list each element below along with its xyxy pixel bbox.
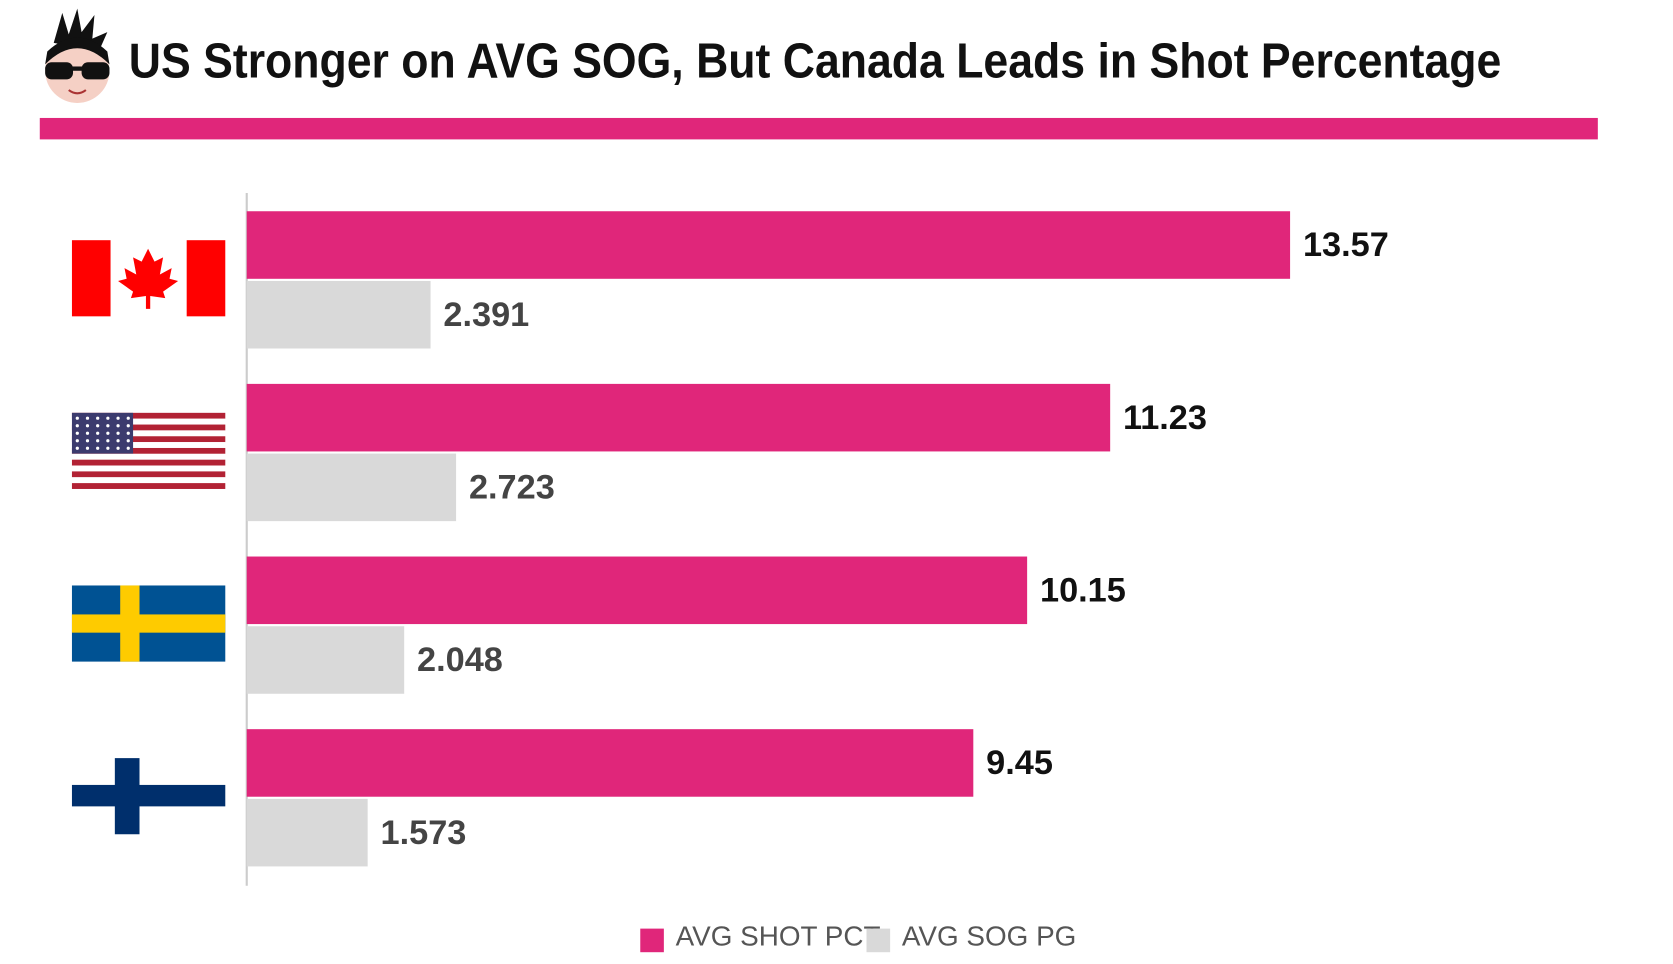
flag-part	[96, 439, 100, 443]
flag-part	[85, 439, 90, 443]
flag-part	[126, 424, 130, 428]
flag-part	[116, 439, 120, 443]
bar	[246, 453, 457, 522]
flag-part	[126, 431, 130, 435]
bar	[246, 280, 431, 349]
avatar-icon	[45, 8, 110, 103]
value-label: 11.23	[1123, 399, 1207, 437]
flag-part	[75, 431, 79, 435]
flag-icon	[71, 585, 226, 662]
title-rule	[39, 117, 1598, 140]
flag-part	[71, 784, 226, 807]
flag-part	[71, 614, 226, 633]
flag-part	[106, 439, 110, 443]
flag-icon	[71, 240, 226, 317]
flag-part	[71, 412, 226, 419]
legend-label: AVG SOG PG	[902, 921, 1076, 952]
flag-part	[71, 459, 226, 466]
legend-label: AVG SHOT PCT	[676, 921, 881, 952]
flag-part	[71, 453, 226, 460]
flag-part	[118, 248, 179, 309]
value-label: 9.45	[986, 744, 1053, 782]
flag-part	[96, 446, 100, 450]
flag-part	[71, 424, 226, 431]
bar	[246, 211, 1291, 279]
bar	[246, 556, 1028, 625]
flag-part	[71, 447, 226, 454]
flag-part	[106, 424, 110, 428]
flag-part	[106, 431, 110, 435]
bar	[246, 798, 368, 867]
value-label: 2.723	[469, 469, 555, 507]
flag-part	[106, 416, 110, 420]
flag-part	[75, 439, 79, 443]
chart-title: US Stronger on AVG SOG, But Canada Leads…	[129, 33, 1502, 88]
value-label: 13.57	[1303, 226, 1389, 264]
flag-part	[75, 416, 79, 420]
flag-part	[71, 430, 226, 437]
flag-part	[116, 446, 120, 450]
flag-part	[126, 416, 130, 420]
flag-part	[85, 416, 90, 420]
value-label: 10.15	[1040, 572, 1126, 610]
flag-part	[71, 442, 226, 448]
bar	[246, 729, 974, 797]
flag-icon	[71, 758, 226, 835]
flag-part	[75, 424, 79, 428]
flag-part	[71, 477, 226, 484]
flag-part	[116, 431, 120, 435]
bar	[246, 626, 405, 694]
flag-part	[71, 240, 111, 317]
flag-part	[116, 416, 120, 420]
flag-part	[71, 471, 226, 478]
flag-part	[126, 439, 130, 443]
flag-part	[71, 418, 226, 425]
flag-part	[71, 436, 226, 443]
flag-part	[96, 416, 100, 420]
value-label: 2.048	[417, 641, 503, 679]
flag-part	[85, 431, 90, 435]
flag-part	[71, 465, 226, 472]
flag-part	[75, 446, 79, 450]
flag-part	[126, 446, 130, 450]
flag-icon	[71, 412, 226, 489]
flag-part	[85, 446, 90, 450]
flag-part	[71, 412, 134, 454]
flag-part	[96, 424, 100, 428]
flag-part	[186, 240, 226, 317]
flag-part	[96, 431, 100, 435]
flag-part	[106, 446, 110, 450]
legend-swatch	[640, 928, 664, 953]
flag-part	[85, 424, 90, 428]
flag-part	[116, 424, 120, 428]
legend-swatch	[866, 928, 891, 953]
flag-part	[71, 483, 226, 489]
value-label: 2.391	[443, 296, 529, 334]
bar	[246, 383, 1111, 452]
value-label: 1.573	[381, 814, 467, 852]
